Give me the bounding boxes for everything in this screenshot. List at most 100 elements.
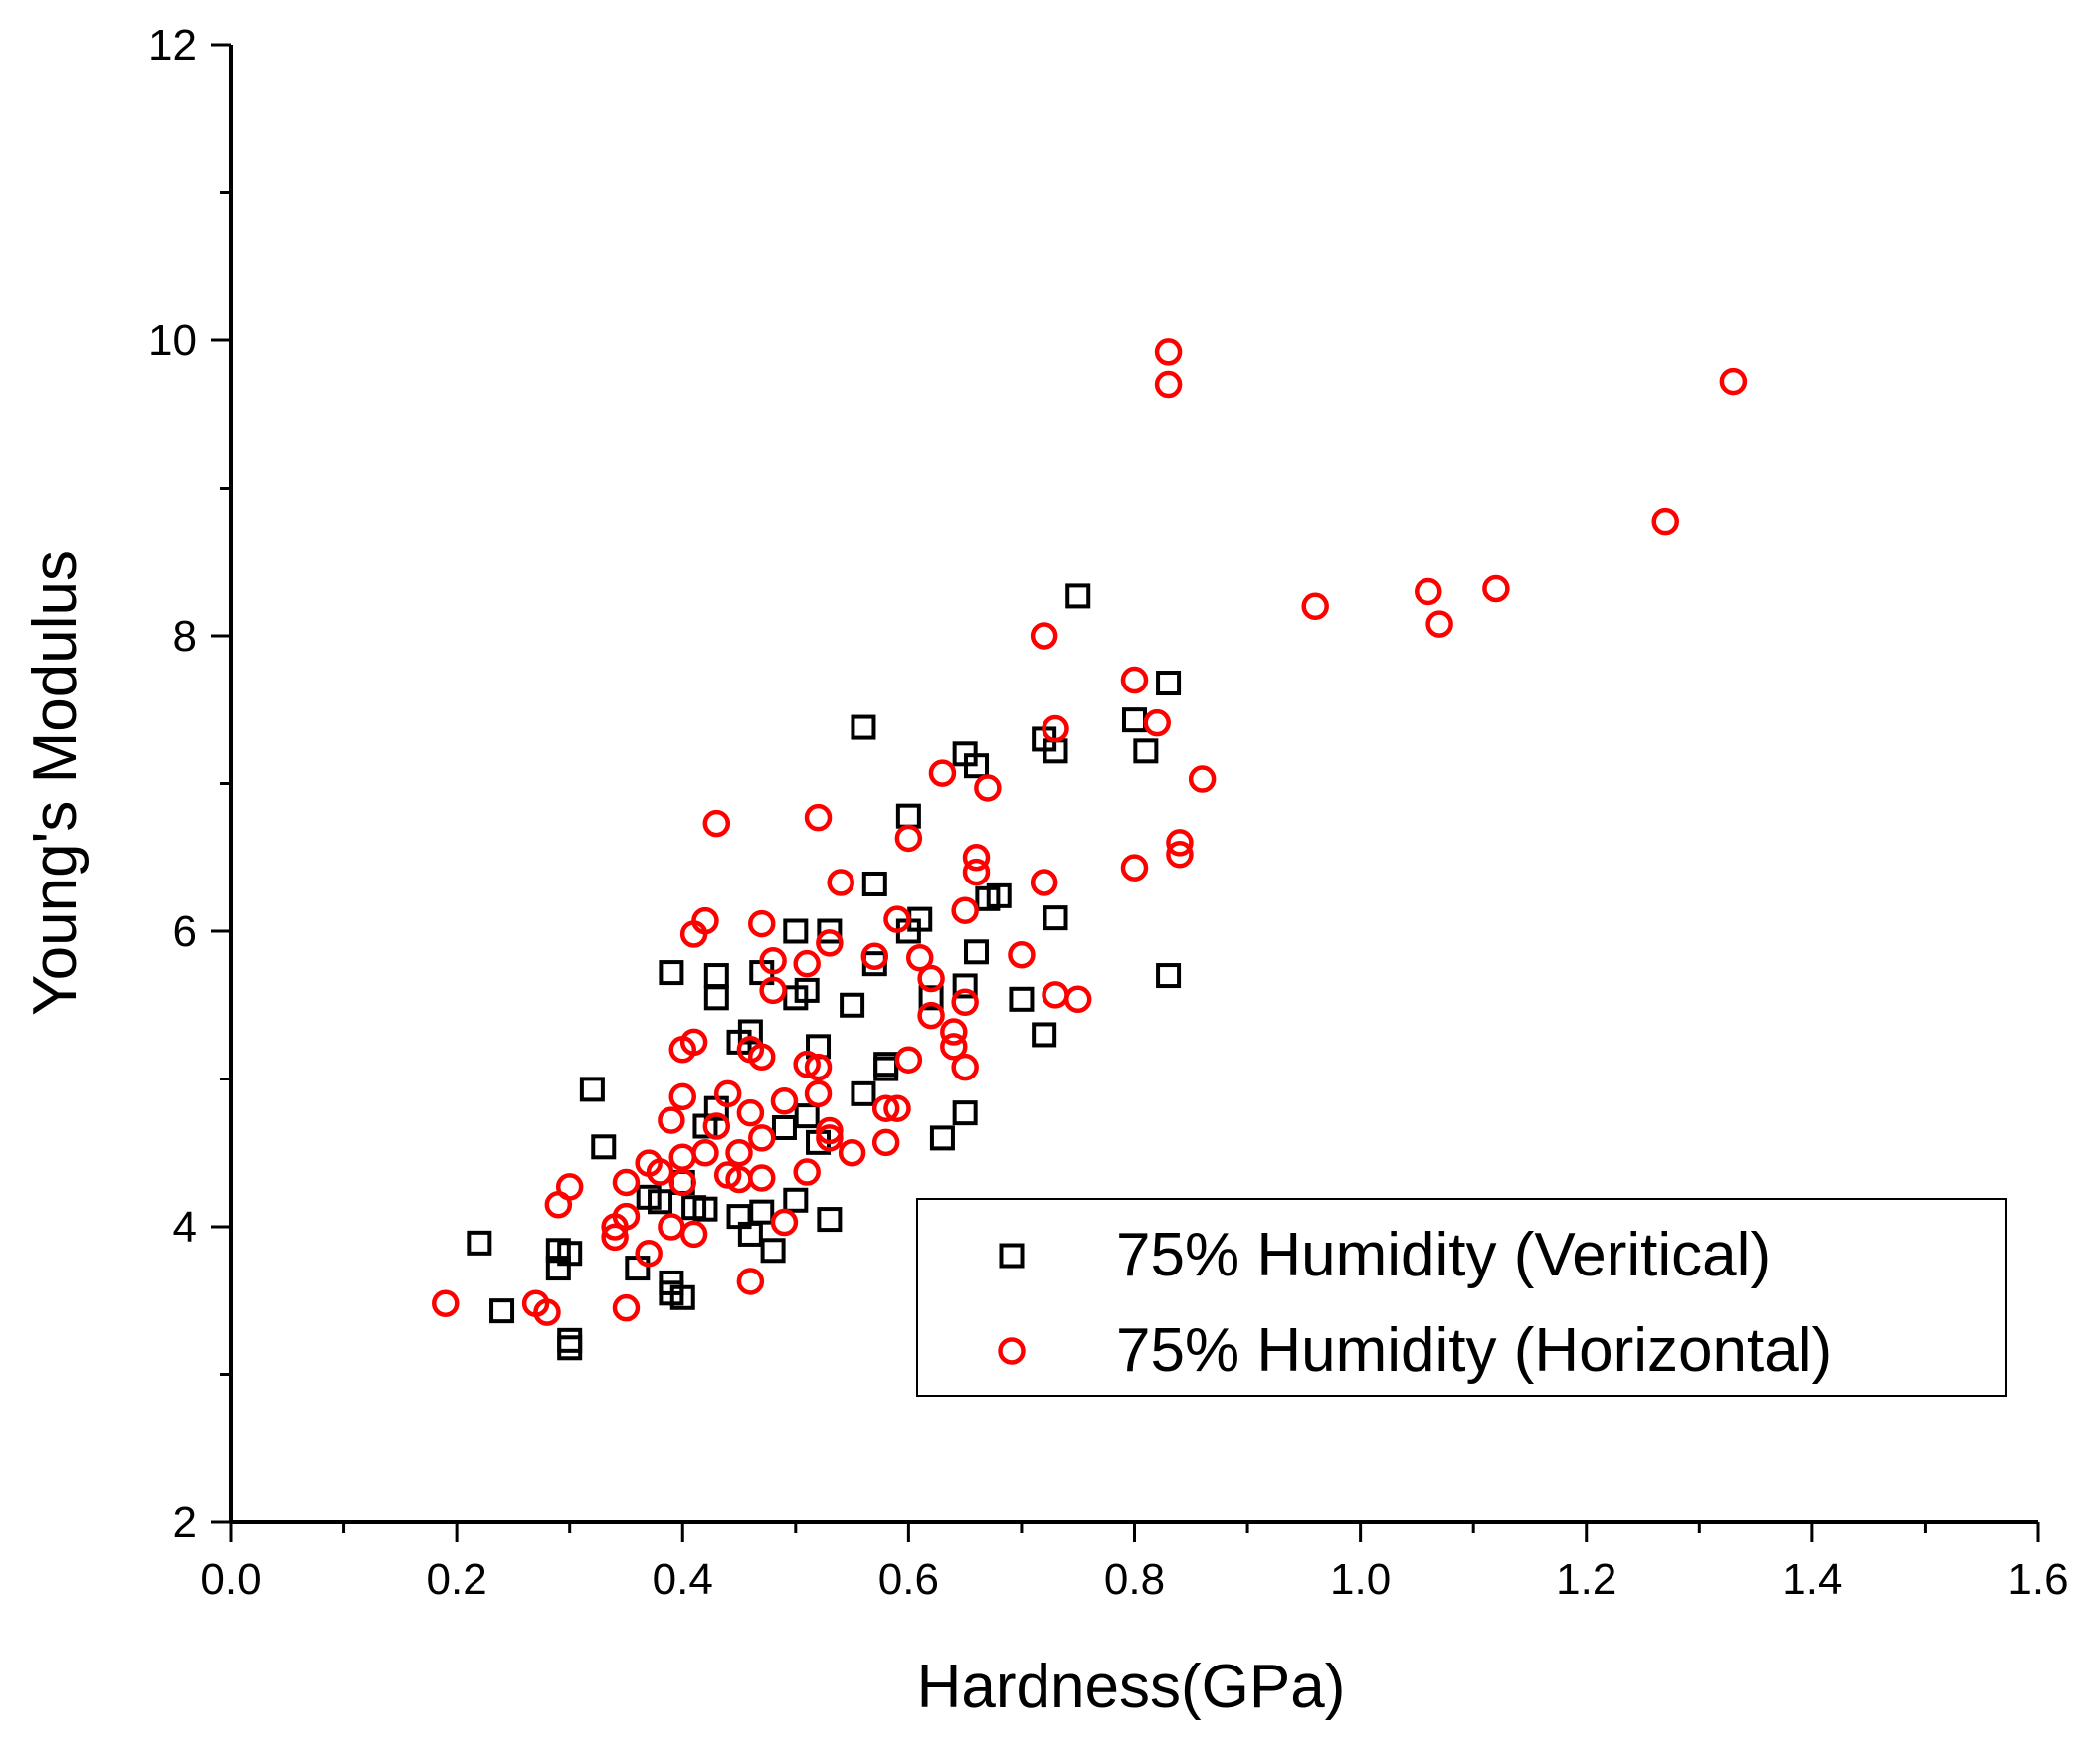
data-point: [1063, 985, 1092, 1014]
x-tick-label: 0.0: [200, 1555, 261, 1604]
data-point: [1188, 765, 1217, 793]
data-point: [1166, 829, 1194, 857]
data-point: [668, 1168, 696, 1197]
data-point: [489, 1298, 515, 1324]
data-point: [702, 809, 731, 838]
x-tick-label: 0.4: [653, 1555, 713, 1604]
data-point: [747, 1164, 776, 1192]
data-point: [736, 1098, 765, 1127]
data-point: [770, 1087, 799, 1115]
data-point: [1425, 610, 1453, 638]
data-point: [883, 1094, 911, 1122]
data-point: [1133, 738, 1159, 764]
legend-marker-square: [999, 1243, 1025, 1269]
data-point: [827, 869, 854, 896]
data-point: [940, 1033, 968, 1061]
data-point: [816, 929, 844, 957]
data-point: [659, 960, 684, 986]
data-point: [851, 1080, 876, 1106]
data-point: [951, 896, 979, 924]
data-point: [1032, 1022, 1057, 1048]
data-point: [783, 1187, 809, 1213]
data-point: [691, 906, 719, 935]
data-point: [635, 1239, 663, 1268]
data-point: [1042, 714, 1069, 743]
data-point: [432, 1289, 460, 1317]
data-point: [557, 1335, 583, 1361]
data-point: [713, 1079, 742, 1108]
data-point: [962, 844, 991, 872]
data-point: [555, 1173, 584, 1201]
y-tick-label: 12: [148, 21, 197, 70]
data-point: [817, 918, 843, 944]
data-point: [612, 1168, 641, 1197]
x-tick-label: 0.2: [427, 1555, 487, 1604]
data-point: [668, 1082, 696, 1111]
data-point: [692, 1196, 718, 1222]
data-point: [1156, 671, 1182, 696]
data-point: [1120, 666, 1149, 694]
data-point: [747, 909, 776, 938]
data-point: [951, 1053, 979, 1081]
x-tick-label: 1.6: [2007, 1555, 2068, 1604]
data-point: [1154, 370, 1183, 399]
y-tick-label: 2: [173, 1498, 197, 1547]
data-point: [557, 1241, 583, 1267]
data-point: [794, 1103, 820, 1129]
data-point: [1651, 507, 1679, 536]
data-point: [759, 976, 787, 1005]
data-point: [1156, 963, 1182, 989]
data-point: [759, 946, 787, 975]
y-tick-label: 10: [148, 316, 197, 365]
data-point: [794, 977, 820, 1003]
data-point: [1043, 905, 1068, 931]
data-point: [646, 1158, 674, 1186]
data-point: [747, 1124, 776, 1152]
y-tick-label: 6: [173, 907, 197, 956]
legend-label-horizontal: 75% Humidity (Horizontal): [1116, 1316, 1832, 1385]
data-point: [1415, 577, 1442, 606]
data-point: [905, 943, 934, 972]
data-point: [793, 1158, 821, 1186]
data-point: [804, 1079, 833, 1108]
legend-box: [916, 1198, 2007, 1397]
data-point: [871, 1128, 900, 1157]
y-tick-label: 8: [173, 612, 197, 661]
data-point: [917, 1001, 945, 1030]
data-point: [940, 1018, 968, 1046]
data-point: [918, 985, 944, 1011]
data-point: [952, 1100, 978, 1126]
x-tick-label: 1.4: [1782, 1555, 1842, 1604]
data-point: [793, 1050, 821, 1078]
x-tick-label: 0.8: [1104, 1555, 1165, 1604]
data-point: [1143, 708, 1171, 737]
data-point: [579, 1077, 605, 1102]
data-point: [749, 1199, 775, 1225]
data-point: [974, 774, 1002, 802]
data-point: [851, 714, 876, 740]
data-point: [804, 803, 833, 832]
series-vertical: [467, 583, 1182, 1361]
data-point: [1030, 869, 1058, 896]
data-point: [1154, 338, 1183, 366]
data-point: [952, 973, 978, 999]
data-point: [840, 992, 865, 1018]
data-point: [612, 1293, 641, 1322]
data-point: [703, 963, 729, 989]
y-tick-label: 4: [173, 1203, 197, 1252]
data-point: [817, 1207, 843, 1233]
data-point: [917, 964, 945, 993]
data-point: [962, 858, 991, 886]
data-point: [1065, 583, 1091, 609]
data-point: [816, 1124, 844, 1152]
data-point: [669, 1284, 695, 1310]
y-axis-ticks: 2 4 6 8 10 12: [148, 21, 231, 1547]
data-point: [658, 1106, 685, 1134]
x-tick-label: 1.0: [1330, 1555, 1391, 1604]
series-horizontal: [432, 338, 1748, 1326]
legend-marker-circle: [998, 1337, 1026, 1365]
data-point: [793, 949, 821, 978]
data-point: [986, 882, 1012, 908]
data-point: [804, 1053, 833, 1081]
